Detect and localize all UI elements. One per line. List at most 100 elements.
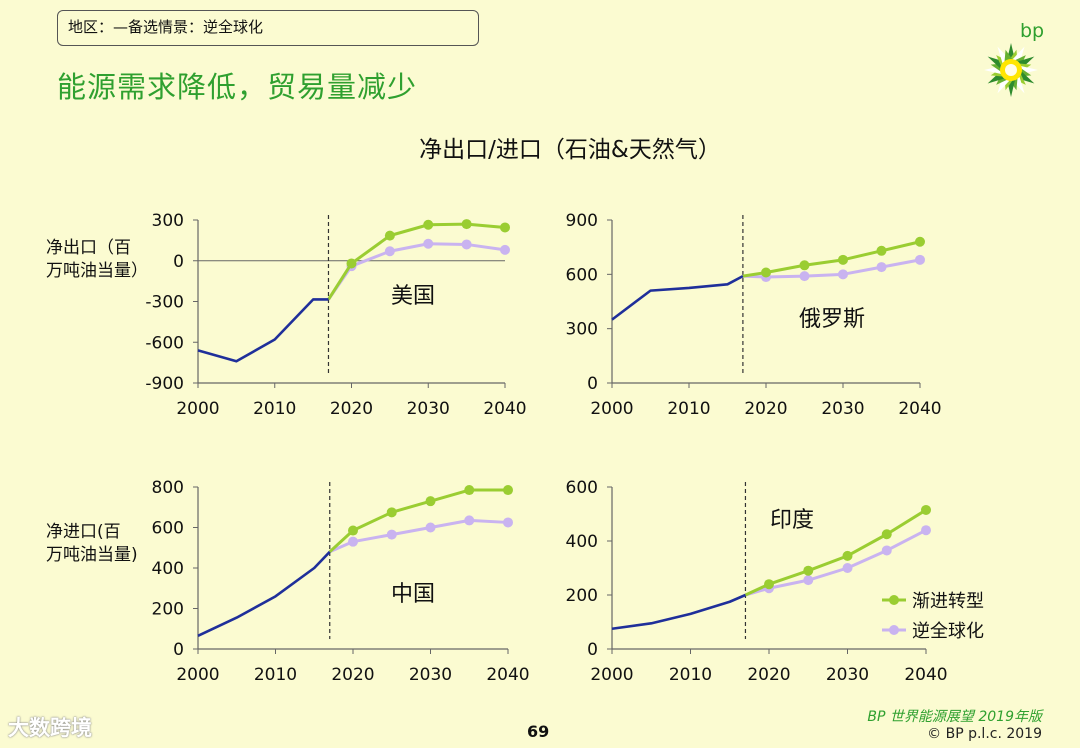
bp-logo-icon bbox=[984, 43, 1038, 97]
china-point-deglobal bbox=[348, 536, 358, 547]
russia-point-gradual bbox=[915, 236, 925, 247]
china-y-tick-label: 200 bbox=[152, 600, 184, 620]
india-point-deglobal bbox=[842, 563, 853, 573]
india-x-tick-label: 2020 bbox=[747, 665, 790, 685]
russia-point-gradual bbox=[761, 267, 771, 278]
watermark: 大数跨境 bbox=[8, 716, 92, 740]
china-point-deglobal bbox=[386, 529, 397, 540]
india-point-deglobal bbox=[881, 545, 892, 556]
russia-point-gradual bbox=[876, 245, 887, 256]
us-x-tick-label: 2020 bbox=[330, 399, 373, 419]
russia-point-deglobal bbox=[876, 262, 887, 273]
india-y-tick-label: 600 bbox=[566, 478, 598, 498]
india-point-deglobal bbox=[921, 525, 931, 536]
logo-petal bbox=[1017, 71, 1035, 84]
china-point-gradual bbox=[425, 496, 436, 507]
china-y-tick-label: 600 bbox=[152, 519, 184, 539]
china-point-gradual bbox=[464, 485, 475, 496]
china-point-deglobal bbox=[503, 517, 513, 528]
russia-y-tick-label: 0 bbox=[587, 374, 598, 394]
us-y-tick-label: -600 bbox=[145, 333, 184, 353]
us-point-deglobal bbox=[461, 239, 472, 250]
legend-gradual-label: 渐进转型 bbox=[912, 591, 984, 612]
india-line-historical bbox=[611, 593, 746, 631]
us-point-gradual bbox=[500, 222, 510, 233]
us-y-tick-label: 300 bbox=[152, 211, 184, 231]
china-line-deglobal bbox=[329, 518, 509, 554]
india-y-tick-label: 0 bbox=[587, 640, 598, 660]
us-y-axis-label: 净出口（百 bbox=[46, 238, 131, 258]
page-number: 69 bbox=[527, 722, 550, 741]
india-point-gradual bbox=[921, 504, 931, 515]
india-x-tick-label: 2040 bbox=[904, 665, 947, 685]
us-y-tick-label: -300 bbox=[145, 293, 184, 313]
russia-x-tick-label: 2040 bbox=[898, 399, 941, 419]
legend-deglobal-swatch-point bbox=[889, 625, 899, 635]
india-point-deglobal bbox=[803, 575, 814, 586]
russia-x-tick-label: 2010 bbox=[667, 399, 710, 419]
china-point-deglobal bbox=[425, 522, 436, 533]
china-point-deglobal bbox=[464, 515, 475, 526]
russia-point-gradual bbox=[799, 260, 810, 271]
russia-region-label: 俄罗斯 bbox=[799, 307, 865, 332]
russia-y-tick-label: 300 bbox=[566, 320, 598, 340]
russia-x-tick-label: 2020 bbox=[744, 399, 787, 419]
page-headline: 能源需求降低，贸易量减少 bbox=[57, 70, 418, 104]
us-point-gradual bbox=[346, 258, 357, 269]
us-y-tick-label: 0 bbox=[173, 252, 184, 272]
china-x-tick-label: 2030 bbox=[409, 665, 452, 685]
china-y-tick-label: 0 bbox=[173, 640, 184, 660]
us-y-axis-label: 万吨油当量） bbox=[46, 261, 148, 281]
china-point-gradual bbox=[386, 507, 397, 518]
us-x-tick-label: 2010 bbox=[253, 399, 296, 419]
china-region-label: 中国 bbox=[391, 582, 435, 607]
us-y-tick-label: -900 bbox=[145, 374, 184, 394]
china-x-tick-label: 2020 bbox=[331, 665, 374, 685]
china-line-gradual bbox=[328, 488, 508, 553]
russia-point-deglobal bbox=[915, 254, 925, 265]
us-region-label: 美国 bbox=[391, 284, 435, 309]
legend-gradual-swatch-point bbox=[889, 595, 899, 605]
china-line-historical bbox=[197, 550, 331, 638]
us-point-gradual bbox=[461, 219, 472, 230]
russia-point-deglobal bbox=[838, 269, 848, 280]
us-point-deglobal bbox=[384, 246, 395, 257]
russia-x-tick-label: 2030 bbox=[821, 399, 864, 419]
us-x-tick-label: 2030 bbox=[407, 399, 450, 419]
region-scenario-label: 地区：—备选情景：逆全球化 bbox=[57, 10, 479, 46]
china-y-tick-label: 800 bbox=[152, 478, 184, 498]
logo-petal bbox=[996, 74, 1007, 85]
us-line-historical bbox=[197, 298, 329, 363]
india-y-tick-label: 200 bbox=[566, 586, 598, 606]
india-region-label: 印度 bbox=[770, 508, 814, 533]
china-x-tick-label: 2040 bbox=[486, 665, 529, 685]
china-y-axis-label: 净进口(百 bbox=[46, 522, 121, 542]
india-point-gradual bbox=[842, 550, 853, 561]
india-point-gradual bbox=[881, 529, 892, 540]
bp-logo-text: bp bbox=[1020, 20, 1045, 42]
us-line-gradual bbox=[327, 222, 506, 301]
us-point-deglobal bbox=[500, 244, 510, 255]
india-x-tick-label: 2030 bbox=[826, 665, 869, 685]
russia-point-gradual bbox=[838, 254, 848, 265]
us-point-gradual bbox=[384, 230, 395, 241]
russia-line-historical bbox=[611, 274, 744, 321]
logo-petal bbox=[996, 55, 1007, 66]
russia-point-deglobal bbox=[799, 271, 810, 282]
logo-petal bbox=[987, 56, 1005, 69]
us-x-tick-label: 2000 bbox=[176, 399, 219, 419]
china-point-gradual bbox=[503, 485, 513, 496]
russia-y-tick-label: 600 bbox=[566, 265, 598, 285]
logo-petal bbox=[1004, 49, 1013, 62]
logo-petal bbox=[1015, 55, 1026, 66]
india-x-tick-label: 2000 bbox=[590, 665, 633, 685]
logo-petal bbox=[997, 76, 1010, 94]
chart-main-title: 净出口/进口（石油&天然气） bbox=[419, 137, 721, 163]
china-point-gradual bbox=[348, 525, 358, 536]
india-point-gradual bbox=[803, 565, 814, 576]
india-point-gradual bbox=[764, 579, 774, 590]
footer-edition: BP 世界能源展望 2019年版 bbox=[867, 709, 1042, 725]
india-x-tick-label: 2010 bbox=[669, 665, 712, 685]
us-x-tick-label: 2040 bbox=[483, 399, 526, 419]
us-point-gradual bbox=[423, 219, 434, 230]
